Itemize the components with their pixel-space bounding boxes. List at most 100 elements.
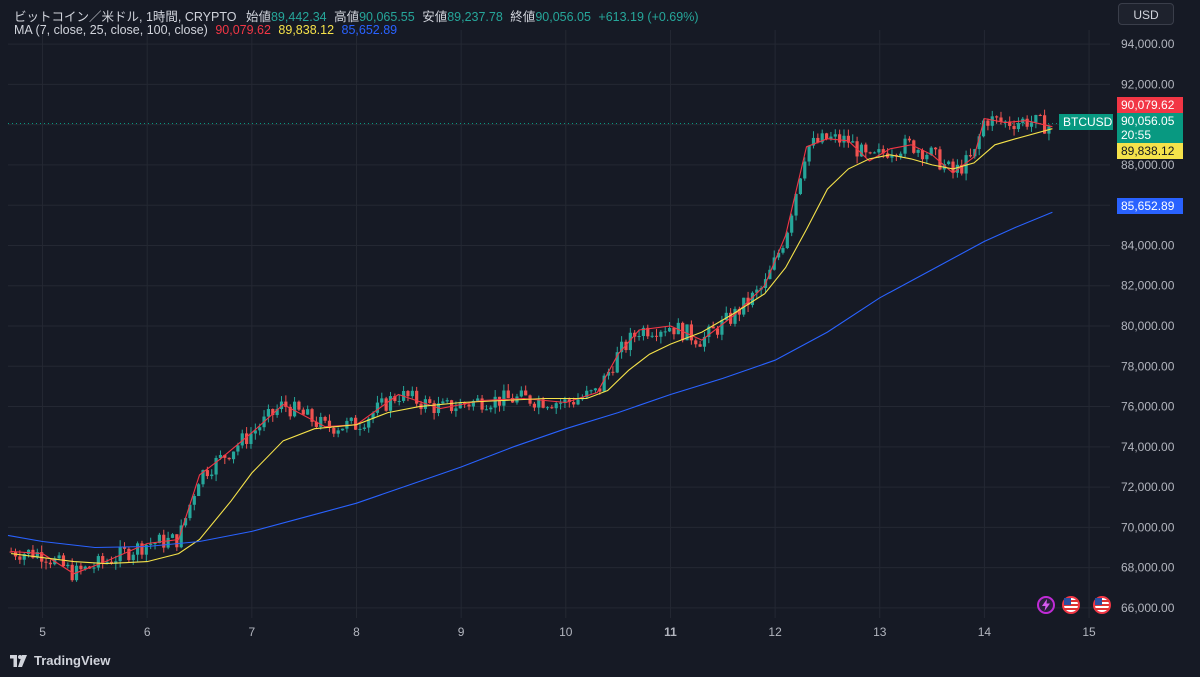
candle-body	[667, 328, 672, 332]
candle-body	[925, 154, 929, 160]
candle-body	[362, 427, 366, 429]
candle-body	[109, 561, 114, 564]
candle-body	[550, 407, 554, 409]
candle-body	[593, 388, 598, 391]
candle-body	[1016, 123, 1021, 130]
candle-body	[258, 427, 262, 431]
candle-body	[489, 407, 493, 410]
candle-body	[245, 433, 249, 444]
ohlc-close-value: 90,056.05	[535, 10, 591, 24]
candle-body	[790, 215, 794, 233]
candle-body	[231, 451, 236, 460]
candle-body	[803, 161, 807, 179]
candle-body	[26, 549, 31, 555]
price-tick-label: 74,000.00	[1121, 440, 1175, 454]
candle-body	[859, 144, 864, 157]
candle-body	[715, 328, 720, 335]
candle-body	[663, 331, 667, 333]
candle-body	[188, 504, 192, 519]
candle-body	[659, 331, 663, 337]
candle-body	[1029, 122, 1034, 127]
candle-body	[576, 399, 580, 405]
candle-body	[711, 326, 715, 329]
candle-body	[332, 427, 336, 434]
lightning-event-icon[interactable]	[1037, 596, 1055, 614]
candle-body	[964, 155, 968, 174]
ohlc-high-value: 90,065.55	[359, 10, 415, 24]
candle-body	[44, 561, 48, 563]
candle-body	[275, 409, 279, 416]
candle-body	[127, 548, 131, 561]
candle-body	[977, 136, 981, 150]
time-tick-label: 12	[768, 625, 782, 639]
chart-grid	[8, 30, 1110, 618]
candle-body	[48, 562, 52, 565]
candle-body	[397, 400, 401, 402]
candle-body	[877, 149, 881, 153]
ma-legend[interactable]: MA (7, close, 25, close, 100, close) 90,…	[14, 23, 397, 37]
price-tick-label: 82,000.00	[1121, 279, 1175, 293]
candle-body	[306, 409, 310, 415]
candle-body	[96, 556, 100, 568]
candle-body	[554, 403, 558, 409]
candle-body	[724, 312, 728, 320]
candle-body	[292, 401, 297, 417]
candle-body	[689, 324, 693, 341]
candle-body	[851, 141, 855, 143]
candle-body	[35, 552, 39, 558]
candle-body	[22, 554, 26, 560]
candle-body	[615, 352, 619, 373]
ohlc-low-label: 安値	[422, 10, 448, 24]
ohlc-open-label: 始値	[245, 10, 271, 24]
candle-body	[157, 534, 161, 544]
candle-body	[986, 120, 990, 126]
candle-body	[694, 340, 698, 345]
candle-body	[833, 134, 837, 137]
tradingview-logo[interactable]: TradingView	[10, 653, 110, 668]
candle-body	[367, 418, 371, 428]
ma100-price-tag: 85,652.89	[1117, 198, 1183, 214]
candle-body	[192, 496, 196, 505]
candle-body	[227, 457, 231, 460]
candle-body	[890, 155, 894, 158]
candle-body	[872, 152, 877, 154]
candle-body	[131, 554, 135, 561]
candle-body	[558, 402, 563, 404]
candle-body	[384, 398, 388, 411]
candle-body	[432, 403, 436, 414]
candle-body	[319, 417, 323, 427]
candle-body	[1012, 125, 1016, 130]
time-tick-label: 8	[353, 625, 360, 639]
candle-body	[654, 335, 659, 337]
candle-body	[606, 371, 611, 376]
candle-body	[18, 556, 22, 560]
candle-body	[388, 396, 393, 411]
candle-body	[506, 390, 510, 398]
candle-body	[676, 322, 680, 335]
candle-body	[101, 556, 105, 563]
us-flag-event-icon-2[interactable]	[1093, 596, 1111, 614]
candle-body	[166, 537, 170, 548]
candle-body	[471, 400, 475, 407]
candle-body	[824, 133, 829, 140]
ma25-price-tag: 89,838.12	[1117, 143, 1183, 159]
candle-body	[968, 155, 973, 157]
candle-body	[266, 408, 271, 417]
candle-body	[798, 178, 803, 194]
candle-body	[589, 390, 593, 392]
candle-body	[776, 252, 781, 258]
candle-body	[253, 430, 257, 434]
currency-button[interactable]: USD	[1118, 3, 1174, 25]
symbol-tag: BTCUSD	[1059, 114, 1113, 130]
time-tick-label: 10	[559, 625, 573, 639]
us-flag-event-icon[interactable]	[1062, 596, 1080, 614]
candle-body	[57, 555, 61, 559]
candle-body	[249, 433, 253, 444]
candle-body	[497, 396, 502, 406]
time-tick-label: 14	[978, 625, 992, 639]
candle-body	[415, 390, 419, 404]
tradingview-icon	[10, 654, 27, 667]
candle-body	[567, 399, 571, 403]
candle-body	[284, 401, 288, 407]
